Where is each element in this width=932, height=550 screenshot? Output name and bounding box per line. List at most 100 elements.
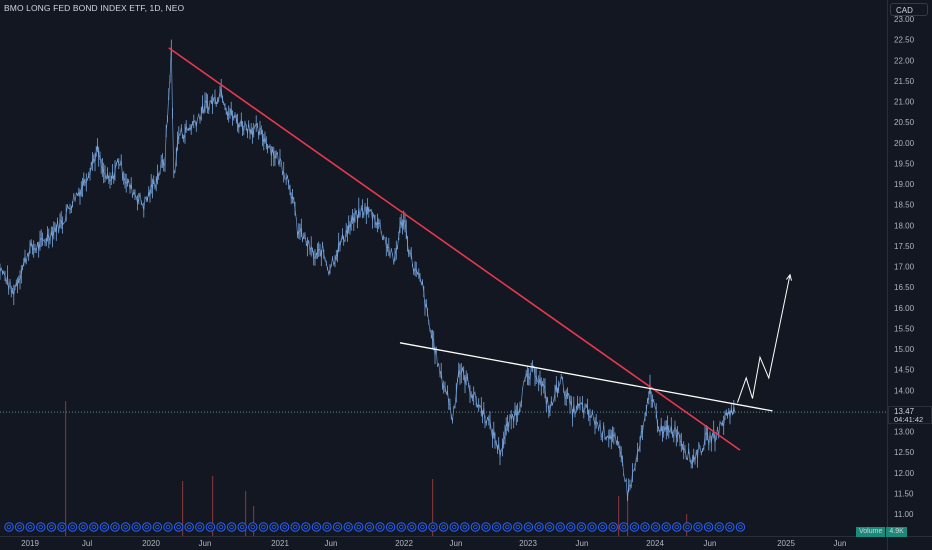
dividend-marker (460, 522, 470, 532)
dividend-marker (237, 522, 247, 532)
y-tick-label: 16.50 (894, 283, 915, 292)
dividend-marker (449, 522, 459, 532)
dividend-marker-core (208, 524, 213, 530)
currency-selector[interactable]: CAD (890, 3, 928, 16)
dividend-marker (343, 522, 353, 532)
dividend-marker (216, 522, 226, 532)
dividend-marker (131, 522, 141, 532)
price-line (0, 47, 736, 500)
volume-bar (182, 481, 184, 536)
y-tick-label: 15.50 (894, 324, 915, 333)
x-axis[interactable]: 2019 Jul 2020 Jun 2021 Jun 2022 Jun 2023 Jun 2024 J… (21, 539, 846, 548)
projection-line[interactable] (737, 274, 791, 403)
dividend-marker-core (409, 524, 414, 530)
dividend-marker-core (727, 524, 732, 530)
dividend-marker (396, 522, 406, 532)
y-tick-label: 14.00 (894, 386, 915, 395)
dividend-marker-core (70, 524, 75, 530)
y-tick-label: 20.50 (894, 118, 915, 127)
dividend-marker-core (335, 524, 340, 530)
x-tick-label: Jun (834, 539, 847, 548)
price-axis-divider (887, 0, 888, 550)
y-tick-label: 19.00 (894, 180, 915, 189)
dividend-marker (629, 522, 640, 532)
volume-bar (618, 496, 620, 536)
x-tick-label: Jun (704, 539, 717, 548)
dividend-marker-core (28, 524, 33, 530)
y-tick-label: 17.50 (894, 242, 915, 251)
dividend-marker (523, 522, 534, 532)
dividend-marker-core (452, 524, 457, 530)
dividend-marker-core (664, 524, 669, 530)
dividend-marker-core (632, 524, 637, 530)
dividend-marker (57, 522, 67, 532)
dividend-marker (152, 522, 163, 532)
dividend-marker-core (505, 524, 510, 530)
dividend-marker (576, 522, 587, 532)
dividend-marker-core (261, 524, 266, 530)
dividend-marker-core (250, 524, 255, 530)
event-markers (4, 522, 746, 532)
dividend-marker (248, 522, 258, 532)
dividend-marker (555, 522, 565, 532)
dividend-marker (619, 522, 629, 532)
dividend-marker (311, 522, 322, 532)
y-axis[interactable]: 23.00 22.50 22.00 21.50 21.00 20.50 20.00 19.50… (894, 15, 915, 519)
dividend-marker-core (653, 524, 658, 530)
dividend-marker-core (197, 524, 202, 530)
dividend-marker (597, 522, 608, 532)
dividend-marker-core (49, 524, 54, 530)
dividend-marker (703, 522, 714, 532)
dividend-marker (258, 522, 269, 532)
dividend-marker-core (717, 524, 722, 530)
dividend-marker (89, 522, 99, 532)
volume-bar (245, 491, 247, 536)
volume-badge: Volume 4.9K (856, 527, 907, 537)
dividend-marker-core (314, 524, 319, 530)
dividend-marker-core (155, 524, 160, 530)
dividend-marker-core (674, 524, 679, 530)
dividend-marker-core (568, 524, 573, 530)
dividend-marker-core (229, 524, 234, 530)
downtrend-line[interactable] (168, 47, 741, 451)
dividend-marker-core (112, 524, 118, 530)
dividend-marker-core (80, 524, 86, 530)
dividend-marker (438, 522, 449, 532)
dividend-marker (534, 522, 544, 532)
x-tick-label: 2024 (646, 539, 664, 548)
volume-bar (432, 479, 434, 536)
dividend-marker (385, 522, 396, 532)
dividend-marker (99, 522, 110, 532)
dividend-marker (78, 522, 88, 532)
dividend-marker (36, 522, 46, 532)
dividend-marker (491, 522, 502, 532)
dividend-marker (661, 522, 671, 532)
x-tick-label: Jun (325, 539, 338, 548)
dividend-marker-core (176, 524, 181, 530)
dividend-marker-core (102, 524, 107, 530)
dividend-marker (46, 522, 57, 532)
dividend-marker (332, 522, 343, 532)
last-price-value: 13.47 (894, 407, 915, 416)
dividend-marker-core (473, 524, 478, 530)
dividend-marker-core (420, 524, 425, 530)
dividend-marker-core (59, 524, 65, 530)
resistance-line[interactable] (399, 342, 773, 412)
dividend-marker (279, 522, 290, 532)
dividend-marker-core (621, 524, 626, 530)
y-tick-label: 11.00 (894, 510, 914, 519)
dividend-marker (301, 522, 311, 532)
dividend-marker (693, 522, 703, 532)
y-tick-label: 20.00 (894, 139, 915, 148)
dividend-marker (513, 522, 523, 532)
dividend-marker-core (293, 524, 298, 530)
drawn-trendlines[interactable] (168, 47, 792, 451)
dividend-marker (184, 522, 194, 532)
dividend-marker (120, 522, 131, 532)
x-tick-label: Jun (199, 539, 212, 548)
dividend-marker-core (642, 524, 648, 530)
volume-value: 4.9K (886, 527, 907, 537)
y-tick-label: 11.50 (894, 489, 914, 498)
x-tick-label: 2021 (271, 539, 289, 548)
